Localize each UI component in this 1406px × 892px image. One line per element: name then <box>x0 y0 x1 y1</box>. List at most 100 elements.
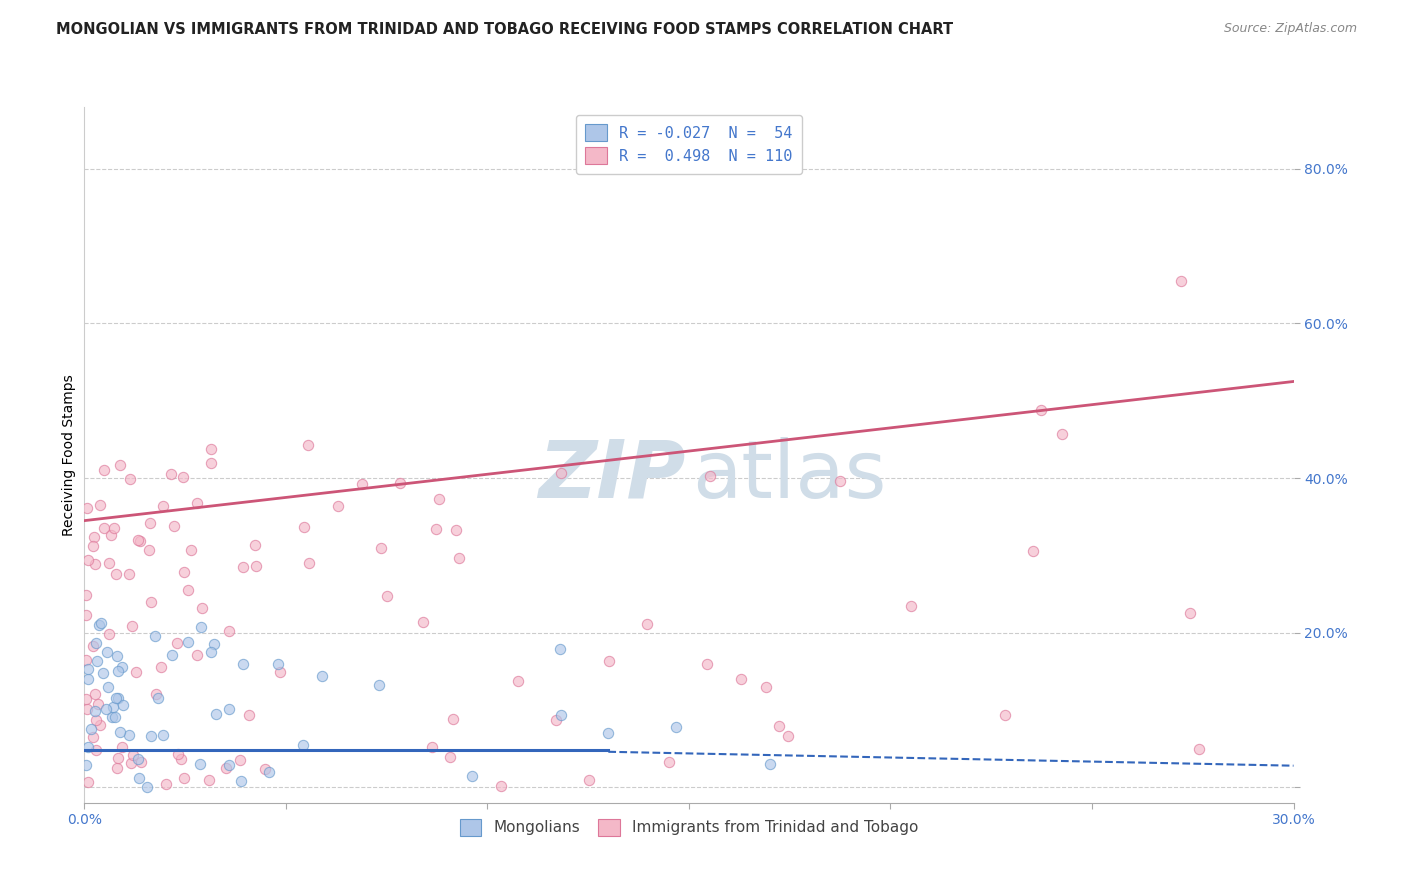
Point <box>218 624 240 639</box>
Point <box>93 521 115 535</box>
Point <box>125 665 148 679</box>
Point <box>311 669 333 683</box>
Point <box>150 660 173 674</box>
Point <box>76 702 98 716</box>
Point <box>84 636 107 650</box>
Text: ZIP: ZIP <box>538 437 685 515</box>
Point <box>128 533 150 548</box>
Point <box>200 442 222 457</box>
Point <box>121 756 143 771</box>
Point <box>84 704 107 718</box>
Point <box>439 749 461 764</box>
Point <box>427 491 450 506</box>
Point <box>412 615 434 629</box>
Point <box>253 762 276 776</box>
Point <box>177 582 200 597</box>
Point <box>420 740 443 755</box>
Point <box>84 557 107 571</box>
Point <box>159 467 181 482</box>
Point <box>104 691 127 706</box>
Point <box>375 589 398 603</box>
Point <box>135 780 157 794</box>
Point <box>218 701 240 715</box>
Point <box>107 751 129 765</box>
Point <box>232 559 254 574</box>
Point <box>90 616 112 631</box>
Point <box>173 470 195 484</box>
Point <box>173 566 195 580</box>
Y-axis label: Receiving Food Stamps: Receiving Food Stamps <box>62 374 76 536</box>
Point <box>166 636 188 650</box>
Point <box>170 752 193 766</box>
Point <box>76 740 98 755</box>
Point <box>89 617 111 632</box>
Point <box>388 476 411 491</box>
Point <box>297 438 319 452</box>
Point <box>163 519 186 533</box>
Point <box>167 747 190 761</box>
Point <box>162 648 184 662</box>
Point <box>91 665 114 680</box>
Point <box>100 528 122 542</box>
Point <box>215 761 238 775</box>
Point <box>186 496 208 510</box>
Point <box>82 730 104 744</box>
Point <box>96 680 118 694</box>
Point <box>1188 742 1211 756</box>
Point <box>111 659 134 673</box>
Point <box>544 713 567 727</box>
Point <box>120 472 142 486</box>
Point <box>108 725 131 739</box>
Point <box>80 722 103 736</box>
Point <box>93 463 115 477</box>
Point <box>446 523 468 537</box>
Point <box>111 698 134 712</box>
Point <box>84 687 107 701</box>
Point <box>994 708 1017 723</box>
Point <box>75 758 97 772</box>
Point <box>101 710 124 724</box>
Point <box>173 771 195 785</box>
Point <box>548 642 571 657</box>
Point <box>696 657 718 672</box>
Point <box>449 551 471 566</box>
Point <box>636 617 658 632</box>
Point <box>89 717 111 731</box>
Point <box>598 726 620 740</box>
Point <box>758 757 780 772</box>
Point <box>77 553 100 567</box>
Point <box>578 773 600 788</box>
Point <box>326 499 349 513</box>
Point <box>1022 544 1045 558</box>
Point <box>1170 274 1192 288</box>
Point <box>118 728 141 742</box>
Point <box>699 468 721 483</box>
Point <box>658 755 681 769</box>
Text: Source: ZipAtlas.com: Source: ZipAtlas.com <box>1223 22 1357 36</box>
Point <box>108 458 131 472</box>
Point <box>75 588 97 602</box>
Point <box>367 678 389 692</box>
Point <box>82 540 104 554</box>
Point <box>425 522 447 536</box>
Point <box>145 687 167 701</box>
Point <box>598 654 620 668</box>
Point <box>730 673 752 687</box>
Point <box>229 753 252 767</box>
Point <box>84 713 107 727</box>
Point <box>441 712 464 726</box>
Point <box>143 629 166 643</box>
Point <box>141 729 163 743</box>
Point <box>127 533 149 547</box>
Point <box>146 691 169 706</box>
Point <box>257 764 280 779</box>
Point <box>155 776 177 790</box>
Point <box>190 757 212 772</box>
Point <box>75 607 97 622</box>
Point <box>82 640 104 654</box>
Point <box>127 752 149 766</box>
Point <box>755 680 778 694</box>
Point <box>97 627 120 641</box>
Point <box>139 595 162 609</box>
Point <box>245 559 267 574</box>
